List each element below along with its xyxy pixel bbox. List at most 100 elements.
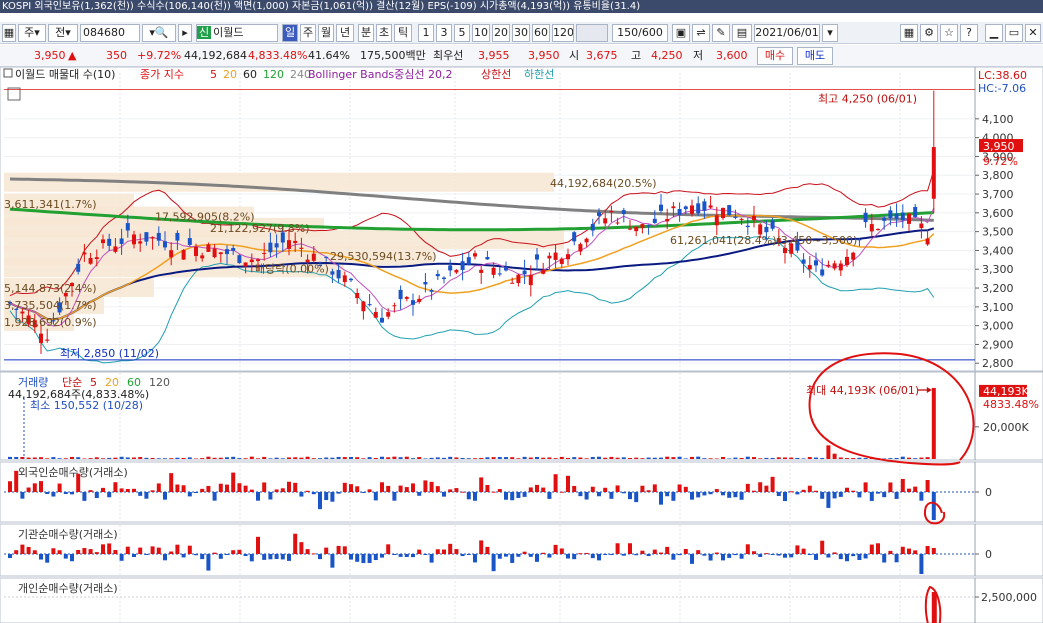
foreign-bar <box>355 486 360 492</box>
calendar-dropdown-icon[interactable]: ▾ <box>822 24 838 42</box>
volume-tick-label: 20,000K <box>983 421 1029 434</box>
candle-body <box>417 298 422 302</box>
stock-badge: 신 <box>197 26 212 39</box>
volume-bar <box>274 457 279 459</box>
candle-body <box>783 247 787 254</box>
foreign-bar <box>683 486 688 492</box>
sell-button[interactable]: 매도 <box>797 47 833 65</box>
foreign-bar <box>584 492 589 500</box>
foreign-bar <box>330 492 335 502</box>
volume-bar <box>138 457 143 459</box>
volume-bar <box>597 456 601 459</box>
minute-120[interactable]: 120 <box>552 24 574 42</box>
help-icon[interactable]: ? <box>960 24 978 42</box>
institution-bar <box>795 545 800 554</box>
draw-icon[interactable]: ✎ <box>712 24 730 42</box>
ma5-line <box>9 207 935 327</box>
expand-icon[interactable]: ▸ <box>178 24 192 42</box>
candle-body <box>882 217 887 221</box>
stock-code-input[interactable]: 084680 <box>80 24 140 42</box>
minute-30[interactable]: 30 <box>512 24 530 42</box>
volume-bar <box>677 456 682 459</box>
menu-dropdown[interactable]: 주▾ <box>18 24 46 42</box>
prev-dropdown[interactable]: 전▾ <box>48 24 78 42</box>
arrow-up-icon: ▲ <box>68 49 77 62</box>
institution-bar <box>776 554 781 556</box>
buy-button[interactable]: 매수 <box>757 47 793 65</box>
period-year[interactable]: 년 <box>336 24 354 42</box>
close-icon[interactable]: ✕ <box>1025 24 1041 42</box>
institution-bar <box>510 554 515 563</box>
institution-bar <box>57 550 62 554</box>
foreign-bar <box>398 485 403 492</box>
count-input[interactable]: 150/600 <box>612 24 668 42</box>
volume-bar <box>702 458 707 459</box>
institution-bar <box>367 554 372 563</box>
last-price-label: 3,950 <box>983 140 1015 153</box>
foreign-bar <box>280 488 285 492</box>
minute-3[interactable]: 3 <box>436 24 452 42</box>
grid-icon[interactable]: ▦ <box>2 24 16 42</box>
restore-icon[interactable]: ▭ <box>1005 24 1023 42</box>
foreign-bar <box>243 485 248 492</box>
candle-body <box>925 238 930 245</box>
volume-bar <box>528 457 533 459</box>
compare-icon[interactable]: ⇌ <box>692 24 710 42</box>
period-month[interactable]: 월 <box>318 24 334 42</box>
foreign-bar <box>925 480 930 492</box>
volume-bar <box>181 457 186 459</box>
star-icon[interactable]: ☆ <box>940 24 958 42</box>
foreign-bar <box>851 490 856 492</box>
foreign-bar <box>727 492 732 498</box>
max-price-label: 최고 4,250 (06/01) <box>818 93 917 106</box>
settings-icon[interactable]: ⚙ <box>920 24 938 42</box>
volume-bar <box>243 458 248 459</box>
institution-bar <box>690 554 694 564</box>
volume-bar <box>851 458 856 459</box>
minute-5[interactable]: 5 <box>454 24 470 42</box>
grid-icon[interactable]: ▦ <box>900 24 918 42</box>
search-icon[interactable]: ▾🔍 <box>142 24 176 42</box>
period-tick[interactable]: 틱 <box>394 24 412 42</box>
candle-body <box>553 252 558 260</box>
volume-value: 44,192,684 <box>184 49 247 62</box>
minute-custom-input[interactable] <box>576 24 608 42</box>
candle-body <box>597 212 601 216</box>
price-tick-label: 3,700 <box>982 188 1014 201</box>
institution-bar <box>479 540 484 554</box>
candle-body <box>708 205 713 208</box>
date-input[interactable]: 2021/06/01 <box>754 24 820 42</box>
volume-bar <box>783 457 787 459</box>
candle-body <box>832 263 837 269</box>
period-day[interactable]: 일 <box>282 24 298 42</box>
candle-body <box>169 250 174 258</box>
minute-20[interactable]: 20 <box>492 24 510 42</box>
period-week[interactable]: 주 <box>300 24 316 42</box>
volume-bar <box>832 453 837 459</box>
minute-1[interactable]: 1 <box>418 24 434 42</box>
trade-amount: 175,500백만 <box>360 49 426 62</box>
institution-bar <box>324 547 329 554</box>
foreign-bar <box>181 485 186 492</box>
candle-body <box>318 265 322 267</box>
candle-body <box>888 210 893 219</box>
candle-body <box>628 228 632 230</box>
price-tick-label: 2,800 <box>982 357 1014 370</box>
period-second[interactable]: 초 <box>376 24 392 42</box>
minute-10[interactable]: 10 <box>472 24 490 42</box>
volume-bar <box>212 457 217 459</box>
minimize-icon[interactable]: ▁ <box>985 24 1003 42</box>
legend-ma-period: 240 <box>290 68 311 81</box>
institution-bar <box>237 549 242 554</box>
volume-bar <box>175 457 180 459</box>
volume-profile-band <box>4 172 554 192</box>
zoom-icon[interactable]: ▣ <box>672 24 690 42</box>
minute-60[interactable]: 60 <box>532 24 550 42</box>
institution-bar <box>318 554 322 560</box>
institution-bar <box>900 546 905 554</box>
foreign-bar <box>789 491 794 493</box>
candle-body <box>324 256 329 258</box>
calendar-icon[interactable]: ▤ <box>732 24 752 42</box>
foreign-bar <box>603 487 608 492</box>
period-minute[interactable]: 분 <box>358 24 374 42</box>
